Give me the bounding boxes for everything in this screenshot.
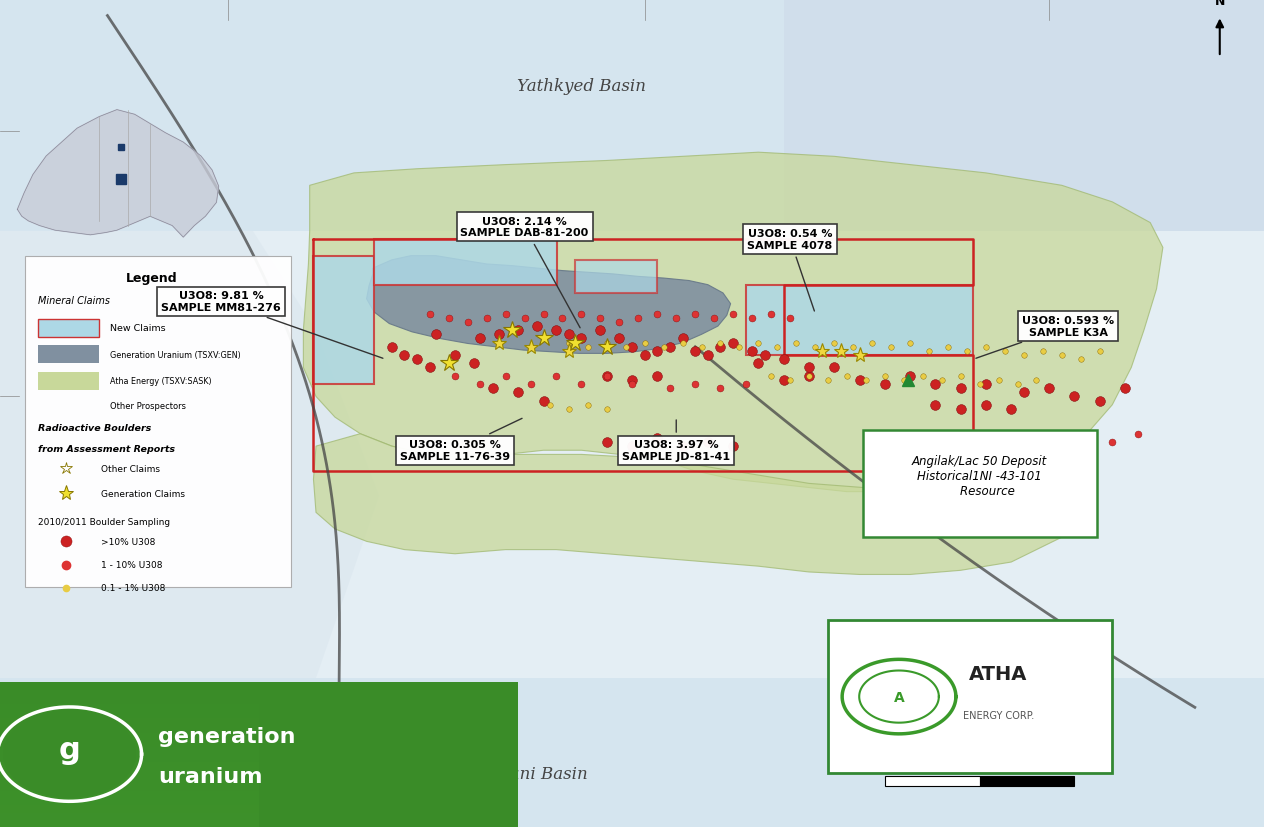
Bar [0, 704, 259, 711]
Bar [38, 319, 99, 337]
Bar [0, 682, 518, 827]
Text: U3O8: 9.81 %
SAMPLE MM81-276: U3O8: 9.81 % SAMPLE MM81-276 [162, 291, 383, 359]
Text: Radioactive Boulders: Radioactive Boulders [38, 423, 152, 433]
Text: U3O8: 2.14 %
SAMPLE DAB-81-200: U3O8: 2.14 % SAMPLE DAB-81-200 [460, 217, 589, 328]
Bar [0, 784, 259, 791]
Bar [0, 754, 259, 762]
Bar [0, 696, 259, 704]
Text: >10% U308: >10% U308 [101, 538, 155, 546]
Bar [575, 261, 657, 294]
Bar [0, 791, 259, 798]
Text: 0.1 - 1% U308: 0.1 - 1% U308 [101, 584, 166, 592]
Bar [0, 762, 259, 769]
Bar [0, 748, 259, 754]
Text: Atha Energy (TSXV:SASK): Atha Energy (TSXV:SASK) [110, 377, 211, 385]
Bar [0, 812, 259, 820]
Text: ENERGY CORP.: ENERGY CORP. [963, 710, 1034, 720]
Polygon shape [0, 232, 379, 678]
Text: generation: generation [158, 726, 296, 746]
Polygon shape [367, 256, 731, 354]
Text: Generation Uranium (TSXV:GEN): Generation Uranium (TSXV:GEN) [110, 351, 240, 359]
Bar [862, 430, 1096, 538]
Text: Legend: Legend [126, 271, 177, 284]
Text: uranium: uranium [158, 766, 263, 786]
Text: Angikuni Basin: Angikuni Basin [460, 765, 589, 782]
Bar [0, 733, 259, 740]
Bar [0, 798, 259, 805]
Polygon shape [303, 153, 1163, 492]
Text: ATHA: ATHA [969, 664, 1028, 683]
Bar [828, 620, 1112, 773]
Bar [0, 690, 259, 696]
Bar [0, 678, 1264, 827]
Bar [0, 777, 259, 784]
Bar [0, 769, 259, 777]
Bar [0, 719, 259, 726]
Bar [38, 346, 99, 364]
Text: Angilak/Lac 50 Deposit
Historical1NI -43-101
    Resource: Angilak/Lac 50 Deposit Historical1NI -43… [911, 454, 1048, 497]
Bar [0, 820, 259, 827]
Bar [980, 777, 1074, 786]
Text: U3O8: 3.97 %
SAMPLE JD-81-41: U3O8: 3.97 % SAMPLE JD-81-41 [622, 420, 731, 461]
Text: 0: 0 [882, 757, 887, 767]
Text: U3O8: 0.54 %
SAMPLE 4078: U3O8: 0.54 % SAMPLE 4078 [747, 229, 833, 312]
Text: 1 - 10% U308: 1 - 10% U308 [101, 561, 163, 569]
Text: Other Claims: Other Claims [101, 465, 161, 473]
Bar [0, 0, 1264, 232]
Text: Generation Claims: Generation Claims [101, 490, 185, 498]
Bar [0, 805, 259, 812]
Text: N: N [1215, 0, 1225, 8]
Bar [25, 256, 291, 587]
Bar [0, 711, 259, 719]
Polygon shape [18, 111, 219, 238]
Text: Mineral Claims: Mineral Claims [38, 296, 110, 306]
Bar [38, 372, 99, 390]
Bar [0, 682, 259, 690]
Polygon shape [4, 711, 135, 797]
Bar [746, 285, 973, 356]
Bar [0, 740, 259, 748]
Bar [0, 726, 259, 733]
Bar [885, 777, 980, 786]
Text: U3O8: 0.305 %
SAMPLE 11-76-39: U3O8: 0.305 % SAMPLE 11-76-39 [399, 418, 522, 461]
Bar [313, 256, 374, 385]
Text: 8: 8 [977, 757, 982, 767]
Text: New Claims: New Claims [110, 324, 166, 332]
Text: Yathkyed Basin: Yathkyed Basin [517, 79, 646, 95]
Text: 16 km: 16 km [1059, 757, 1090, 767]
Polygon shape [784, 0, 1264, 232]
Text: 2010/2011 Boulder Sampling: 2010/2011 Boulder Sampling [38, 517, 171, 526]
Text: from Assessment Reports: from Assessment Reports [38, 444, 174, 453]
Text: g: g [58, 735, 81, 765]
Text: Other Prospectors: Other Prospectors [110, 402, 186, 410]
Polygon shape [313, 434, 1062, 575]
Text: U3O8: 0.593 %
SAMPLE K3A: U3O8: 0.593 % SAMPLE K3A [976, 316, 1114, 359]
Text: A: A [894, 690, 905, 704]
Bar [374, 240, 557, 285]
